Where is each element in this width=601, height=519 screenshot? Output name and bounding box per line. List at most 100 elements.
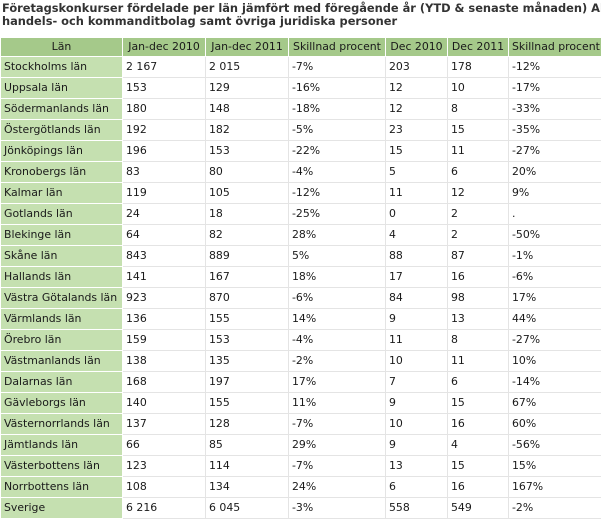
county-name: Jämtlands län — [1, 435, 123, 456]
year-change-percent: -4% — [289, 330, 386, 351]
year-change-percent: 18% — [289, 267, 386, 288]
jan-dec-2011-value: 155 — [206, 309, 289, 330]
jan-dec-2010-value: 2 167 — [123, 57, 206, 78]
jan-dec-2011-value: 129 — [206, 78, 289, 99]
month-change-percent: -27% — [509, 330, 601, 351]
dec-2011-value: 549 — [448, 498, 509, 519]
jan-dec-2011-value: 105 — [206, 183, 289, 204]
jan-dec-2011-value: 148 — [206, 99, 289, 120]
jan-dec-2010-value: 159 — [123, 330, 206, 351]
dec-2010-value: 84 — [386, 288, 448, 309]
jan-dec-2010-value: 140 — [123, 393, 206, 414]
month-change-percent: 20% — [509, 162, 601, 183]
dec-2010-value: 17 — [386, 267, 448, 288]
column-header-jan-dec-2010: Jan-dec 2010 — [123, 38, 206, 57]
jan-dec-2010-value: 123 — [123, 456, 206, 477]
dec-2010-value: 10 — [386, 414, 448, 435]
county-name: Sverige — [1, 498, 123, 519]
county-name: Västernorrlands län — [1, 414, 123, 435]
month-change-percent: -56% — [509, 435, 601, 456]
jan-dec-2010-value: 66 — [123, 435, 206, 456]
month-change-percent: 60% — [509, 414, 601, 435]
jan-dec-2011-value: 153 — [206, 141, 289, 162]
dec-2011-value: 4 — [448, 435, 509, 456]
jan-dec-2011-value: 197 — [206, 372, 289, 393]
county-name: Dalarnas län — [1, 372, 123, 393]
dec-2011-value: 15 — [448, 456, 509, 477]
jan-dec-2011-value: 128 — [206, 414, 289, 435]
year-change-percent: 28% — [289, 225, 386, 246]
month-change-percent: 67% — [509, 393, 601, 414]
year-change-percent: -3% — [289, 498, 386, 519]
jan-dec-2011-value: 135 — [206, 351, 289, 372]
dec-2010-value: 7 — [386, 372, 448, 393]
month-change-percent: 15% — [509, 456, 601, 477]
jan-dec-2011-value: 134 — [206, 477, 289, 498]
month-change-percent: . — [509, 204, 601, 225]
county-name: Östergötlands län — [1, 120, 123, 141]
jan-dec-2010-value: 138 — [123, 351, 206, 372]
jan-dec-2010-value: 168 — [123, 372, 206, 393]
month-change-percent: 10% — [509, 351, 601, 372]
jan-dec-2010-value: 108 — [123, 477, 206, 498]
county-name: Västra Götalands län — [1, 288, 123, 309]
dec-2011-value: 87 — [448, 246, 509, 267]
county-name: Norrbottens län — [1, 477, 123, 498]
jan-dec-2011-value: 18 — [206, 204, 289, 225]
dec-2011-value: 178 — [448, 57, 509, 78]
jan-dec-2011-value: 82 — [206, 225, 289, 246]
dec-2010-value: 203 — [386, 57, 448, 78]
year-change-percent: 11% — [289, 393, 386, 414]
county-name: Västerbottens län — [1, 456, 123, 477]
jan-dec-2010-value: 196 — [123, 141, 206, 162]
table-header-row: Län Jan-dec 2010 Jan-dec 2011 Skillnad p… — [1, 38, 601, 57]
jan-dec-2010-value: 137 — [123, 414, 206, 435]
jan-dec-2011-value: 2 015 — [206, 57, 289, 78]
jan-dec-2011-value: 182 — [206, 120, 289, 141]
month-change-percent: 17% — [509, 288, 601, 309]
county-name: Värmlands län — [1, 309, 123, 330]
year-change-percent: -7% — [289, 414, 386, 435]
jan-dec-2011-value: 114 — [206, 456, 289, 477]
month-change-percent: -14% — [509, 372, 601, 393]
county-name: Jönköpings län — [1, 141, 123, 162]
dec-2011-value: 16 — [448, 267, 509, 288]
dec-2010-value: 12 — [386, 99, 448, 120]
month-change-percent: -6% — [509, 267, 601, 288]
jan-dec-2011-value: 153 — [206, 330, 289, 351]
dec-2011-value: 2 — [448, 225, 509, 246]
month-change-percent: -35% — [509, 120, 601, 141]
month-change-percent: 9% — [509, 183, 601, 204]
year-change-percent: -25% — [289, 204, 386, 225]
month-change-percent: -27% — [509, 141, 601, 162]
dec-2011-value: 8 — [448, 99, 509, 120]
jan-dec-2011-value: 889 — [206, 246, 289, 267]
dec-2010-value: 4 — [386, 225, 448, 246]
year-change-percent: 24% — [289, 477, 386, 498]
column-header-dec-2011: Dec 2011 — [448, 38, 509, 57]
dec-2011-value: 13 — [448, 309, 509, 330]
month-change-percent: 167% — [509, 477, 601, 498]
jan-dec-2010-value: 153 — [123, 78, 206, 99]
jan-dec-2010-value: 83 — [123, 162, 206, 183]
dec-2011-value: 10 — [448, 78, 509, 99]
jan-dec-2011-value: 155 — [206, 393, 289, 414]
dec-2010-value: 11 — [386, 183, 448, 204]
jan-dec-2011-value: 870 — [206, 288, 289, 309]
jan-dec-2010-value: 141 — [123, 267, 206, 288]
county-name: Blekinge län — [1, 225, 123, 246]
month-change-percent: -17% — [509, 78, 601, 99]
year-change-percent: 14% — [289, 309, 386, 330]
dec-2011-value: 2 — [448, 204, 509, 225]
month-change-percent: -1% — [509, 246, 601, 267]
